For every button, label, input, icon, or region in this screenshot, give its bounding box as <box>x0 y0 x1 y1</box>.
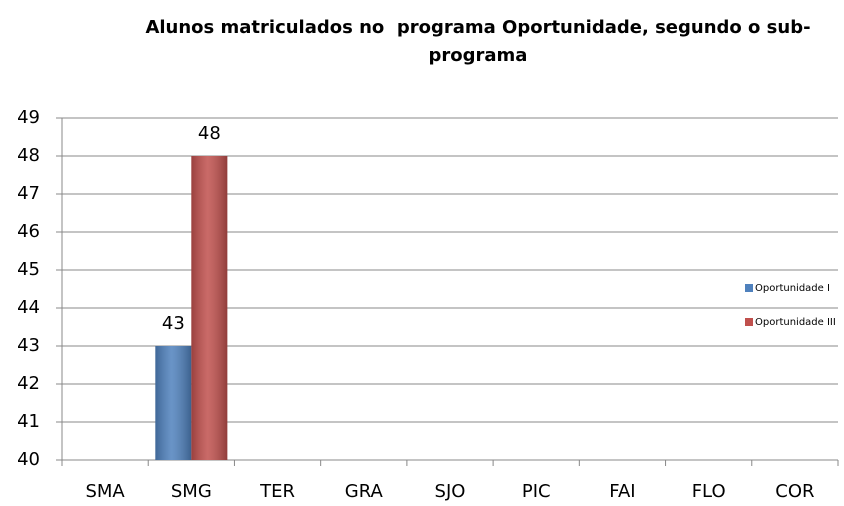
y-tick-label: 44 <box>17 297 40 318</box>
x-tick-label: SMG <box>171 481 212 502</box>
chart-title: Alunos matriculados no programa Oportuni… <box>145 17 811 66</box>
legend-label: Oportunidade I <box>755 283 830 294</box>
x-tick-label: SMA <box>85 481 125 502</box>
data-label: 43 <box>162 313 185 334</box>
x-tick-label: COR <box>775 481 814 502</box>
y-tick-label: 43 <box>17 335 40 356</box>
x-tick-label: GRA <box>345 481 384 502</box>
y-tick-label: 47 <box>17 183 40 204</box>
legend-label: Oportunidade III <box>755 317 836 328</box>
x-tick-label: FLO <box>692 481 726 502</box>
y-tick-label: 40 <box>17 449 40 470</box>
y-tick-label: 42 <box>17 373 40 394</box>
y-tick-label: 48 <box>17 145 40 166</box>
data-label: 48 <box>198 123 221 144</box>
x-tick-label: PIC <box>522 481 551 502</box>
x-tick-label: TER <box>259 481 295 502</box>
bar-shade <box>191 156 228 460</box>
x-tick-label: SJO <box>435 481 466 502</box>
y-tick-label: 46 <box>17 221 40 242</box>
legend-swatch <box>745 318 753 326</box>
legend-swatch <box>745 284 753 292</box>
y-tick-label: 41 <box>17 411 40 432</box>
x-tick-label: FAI <box>609 481 635 502</box>
y-tick-label: 45 <box>17 259 40 280</box>
y-tick-label: 49 <box>17 107 40 128</box>
bar-shade <box>155 346 192 460</box>
